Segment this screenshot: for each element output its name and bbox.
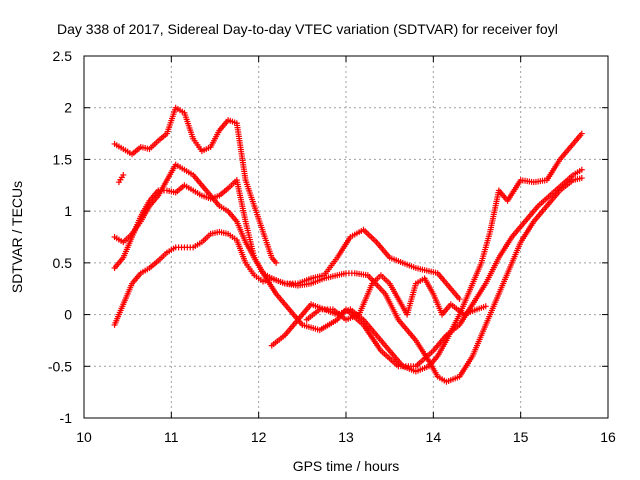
x-tick-label: 13: [338, 429, 354, 445]
x-tick-label: 16: [600, 429, 616, 445]
y-tick-label: 1.5: [53, 151, 73, 167]
y-tick-label: 0: [64, 307, 72, 323]
chart-title: Day 338 of 2017, Sidereal Day-to-day VTE…: [57, 21, 558, 37]
chart-background: [0, 0, 640, 480]
y-tick-label: 2.5: [53, 48, 73, 64]
y-tick-label: -0.5: [48, 358, 72, 374]
x-axis-label: GPS time / hours: [293, 458, 400, 474]
y-axis-label: SDTVAR / TECUs: [9, 181, 25, 293]
y-tick-label: 2: [64, 100, 72, 116]
sdtvar-chart: Day 338 of 2017, Sidereal Day-to-day VTE…: [0, 0, 640, 480]
x-tick-label: 12: [251, 429, 267, 445]
x-tick-label: 15: [513, 429, 529, 445]
x-tick-label: 14: [426, 429, 442, 445]
x-tick-label: 10: [76, 429, 92, 445]
y-tick-label: -1: [60, 410, 73, 426]
y-tick-label: 0.5: [53, 255, 73, 271]
y-tick-label: 1: [64, 203, 72, 219]
x-tick-label: 11: [164, 429, 179, 445]
